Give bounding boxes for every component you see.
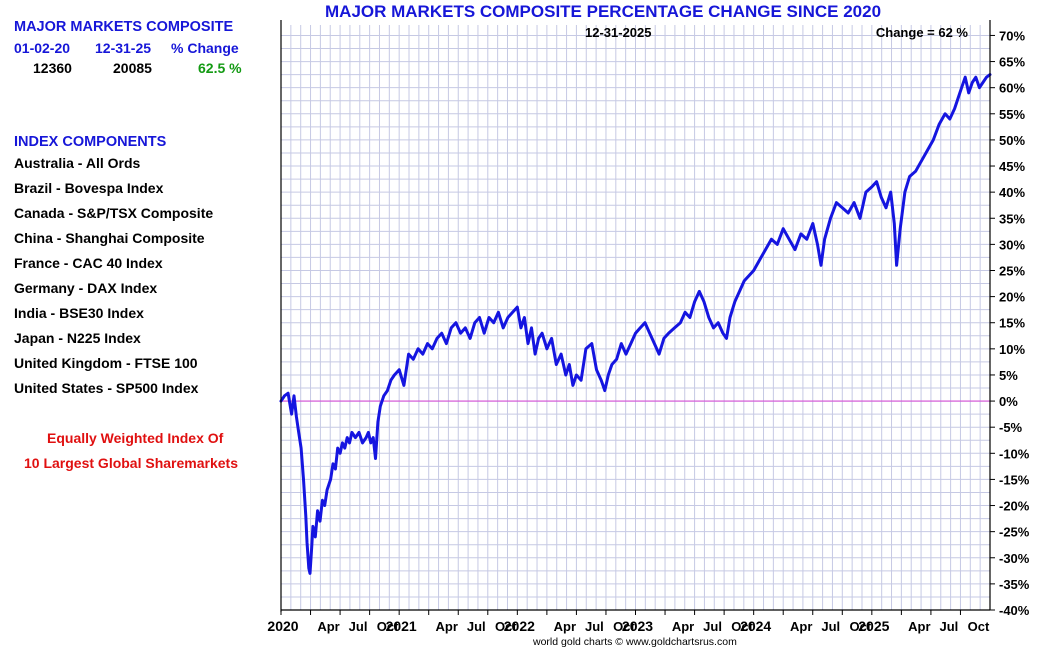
y-tick-label: -20% (999, 499, 1030, 514)
y-tick-label: 25% (999, 263, 1025, 278)
x-tick-label-month: Apr (672, 619, 694, 634)
component-item: United Kingdom - FTSE 100 (14, 355, 198, 371)
y-tick-label: 50% (999, 133, 1025, 148)
y-tick-label: 60% (999, 81, 1025, 96)
x-tick-label-month: Oct (731, 619, 753, 634)
component-item: India - BSE30 Index (14, 305, 144, 321)
x-tick-label-year: 2025 (858, 618, 889, 634)
y-tick-label: 30% (999, 237, 1025, 252)
component-item: Germany - DAX Index (14, 280, 158, 296)
y-tick-label: -5% (999, 420, 1023, 435)
end-value: 20085 (113, 60, 152, 76)
end-date-header: 12-31-25 (95, 40, 152, 56)
y-tick-label: -30% (999, 551, 1030, 566)
y-tick-label: -10% (999, 446, 1030, 461)
y-tick-label: 15% (999, 316, 1025, 331)
y-tick-label: -35% (999, 577, 1030, 592)
y-tick-label: 0% (999, 394, 1018, 409)
x-tick-label-month: Apr (317, 619, 339, 634)
start-value: 12360 (33, 60, 72, 76)
x-tick-label-month: Oct (377, 619, 399, 634)
index-note-line1: Equally Weighted Index Of (47, 430, 224, 446)
y-tick-label: -15% (999, 472, 1030, 487)
x-tick-label-year: 2024 (740, 618, 771, 634)
y-tick-label: 45% (999, 159, 1025, 174)
x-tick-label-month: Jul (821, 619, 840, 634)
y-tick-label: 10% (999, 342, 1025, 357)
x-tick-label-month: Oct (495, 619, 517, 634)
index-note-line2: 10 Largest Global Sharemarkets (24, 455, 238, 471)
chart-credit: world gold charts © www.goldchartsrus.co… (533, 636, 737, 648)
y-tick-label: 40% (999, 185, 1025, 200)
y-tick-label: 65% (999, 55, 1025, 70)
change-value: 62.5 % (198, 60, 242, 76)
y-tick-label: 55% (999, 107, 1025, 122)
change-header: % Change (171, 40, 239, 56)
components-title: INDEX COMPONENTS (14, 134, 167, 150)
y-tick-label: 35% (999, 211, 1025, 226)
series-line-composite (279, 73, 992, 575)
x-tick-label-year: 2020 (267, 618, 298, 634)
composite-title: MAJOR MARKETS COMPOSITE (14, 19, 234, 35)
component-item: United States - SP500 Index (14, 380, 199, 396)
x-tick-label-year: 2023 (622, 618, 653, 634)
y-tick-label: 20% (999, 290, 1025, 305)
component-item: Canada - S&P/TSX Composite (14, 205, 214, 221)
x-tick-label-month: Jul (703, 619, 722, 634)
x-tick-label-month: Jul (585, 619, 604, 634)
chart-date-label: 12-31-2025 (585, 25, 652, 40)
x-tick-label-year: 2021 (386, 618, 417, 634)
y-tick-label: -40% (999, 603, 1030, 618)
chart-title: MAJOR MARKETS COMPOSITE PERCENTAGE CHANG… (325, 2, 882, 21)
component-item: Brazil - Bovespa Index (14, 180, 164, 196)
x-tick-label-month: Apr (554, 619, 576, 634)
x-tick-label-month: Jul (467, 619, 486, 634)
component-item: Australia - All Ords (14, 155, 141, 171)
y-tick-label: -25% (999, 525, 1030, 540)
component-item: France - CAC 40 Index (14, 255, 163, 271)
x-tick-label-month: Apr (790, 619, 812, 634)
x-tick-label-month: Oct (968, 619, 990, 634)
x-tick-label-month: Oct (613, 619, 635, 634)
y-tick-label: 5% (999, 368, 1018, 383)
x-tick-label-month: Apr (436, 619, 458, 634)
start-date-header: 01-02-20 (14, 40, 71, 56)
component-item: Japan - N225 Index (14, 330, 141, 346)
component-item: China - Shanghai Composite (14, 230, 205, 246)
y-tick-label: 70% (999, 28, 1025, 43)
x-tick-label-month: Jul (349, 619, 368, 634)
chart-change-label: Change = 62 % (876, 25, 969, 40)
x-tick-label-month: Apr (908, 619, 930, 634)
x-tick-label-month: Jul (940, 619, 959, 634)
x-tick-label-year: 2022 (504, 618, 535, 634)
x-tick-label-month: Oct (849, 619, 871, 634)
